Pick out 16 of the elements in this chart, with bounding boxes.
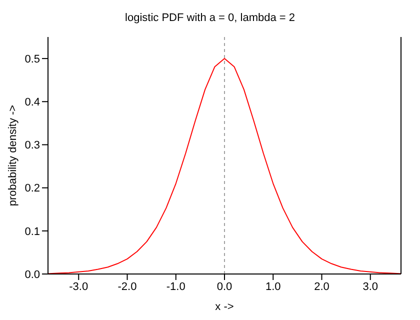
chart-title: logistic PDF with a = 0, lambda = 2 (124, 12, 296, 24)
x-tick-label: 1.0 (265, 280, 281, 293)
y-tick-label: 0.4 (24, 96, 40, 109)
y-tick-label: 0.5 (24, 53, 40, 66)
y-tick-label: 0.1 (24, 226, 40, 238)
x-axis-title: x -> (215, 301, 234, 313)
y-tick-label: 0.0 (24, 268, 40, 281)
x-tick-label: -2.0 (118, 280, 137, 293)
x-tick-label: 2.0 (314, 280, 330, 293)
y-tick-label: 0.3 (24, 140, 40, 152)
x-tick-label: -1.0 (166, 280, 186, 293)
x-tick-label: 0.0 (216, 280, 232, 293)
y-axis-title: probability density -> (6, 104, 19, 206)
x-tick-label: 3.0 (362, 280, 378, 293)
x-tick-label: -3.0 (69, 280, 88, 293)
y-tick-label: 0.2 (24, 182, 40, 195)
